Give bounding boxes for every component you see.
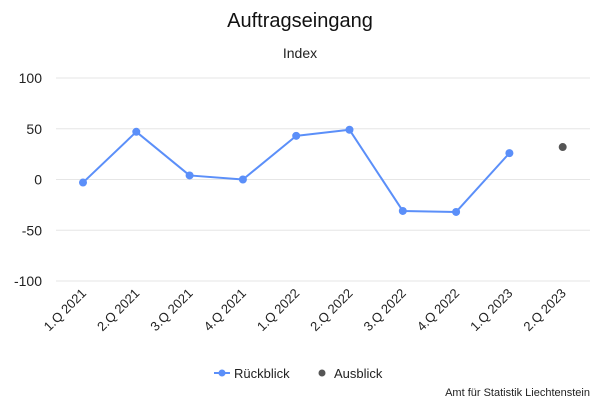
- data-point[interactable]: [398, 206, 407, 215]
- x-tick-label: 4.Q 2021: [201, 286, 249, 334]
- series-layer: [79, 125, 567, 216]
- x-tick-label: 1.Q 2022: [254, 286, 302, 334]
- credit-text[interactable]: Amt für Statistik Liechtenstein: [445, 387, 590, 399]
- data-point[interactable]: [238, 175, 247, 184]
- chart-subtitle: Index: [283, 45, 317, 61]
- x-tick-label: 4.Q 2022: [414, 286, 462, 334]
- x-tick-label: 1.Q 2021: [41, 286, 89, 334]
- data-point[interactable]: [185, 171, 194, 180]
- legend-marker: [318, 369, 326, 377]
- data-point[interactable]: [345, 125, 354, 134]
- y-axis-ticks: 100 50 0 -50 -100: [14, 70, 42, 289]
- y-tick-label: -50: [22, 222, 42, 238]
- series-line-0: [82, 128, 511, 213]
- data-point[interactable]: [79, 178, 87, 187]
- y-tick-label: 100: [19, 70, 43, 86]
- data-point[interactable]: [505, 149, 514, 158]
- chart-title: Auftragseingang: [227, 10, 373, 32]
- x-tick-label: 2.Q 2021: [94, 286, 142, 334]
- x-tick-label: 2.Q 2023: [520, 286, 568, 334]
- data-point[interactable]: [292, 131, 301, 140]
- legend-item-0[interactable]: Rückblick: [234, 366, 290, 381]
- gridlines: [56, 77, 590, 282]
- legend-marker: [218, 369, 226, 377]
- x-axis-ticks: 1.Q 2021 2.Q 2021 3.Q 2021 4.Q 2021 1.Q 2022…: [41, 286, 569, 334]
- y-tick-label: 50: [26, 121, 42, 137]
- x-tick-label: 3.Q 2022: [360, 286, 408, 334]
- data-point[interactable]: [452, 207, 461, 216]
- data-point[interactable]: [132, 127, 141, 136]
- x-tick-label: 2.Q 2022: [307, 286, 355, 334]
- y-tick-label: -100: [14, 273, 42, 289]
- x-tick-label: 1.Q 2023: [467, 286, 515, 334]
- x-tick-label: 3.Q 2021: [147, 286, 195, 334]
- data-point[interactable]: [558, 143, 567, 152]
- y-tick-label: 0: [34, 172, 42, 188]
- legend-item-1[interactable]: Ausblick: [334, 366, 383, 381]
- legend[interactable]: Rückblick Ausblick: [214, 366, 383, 381]
